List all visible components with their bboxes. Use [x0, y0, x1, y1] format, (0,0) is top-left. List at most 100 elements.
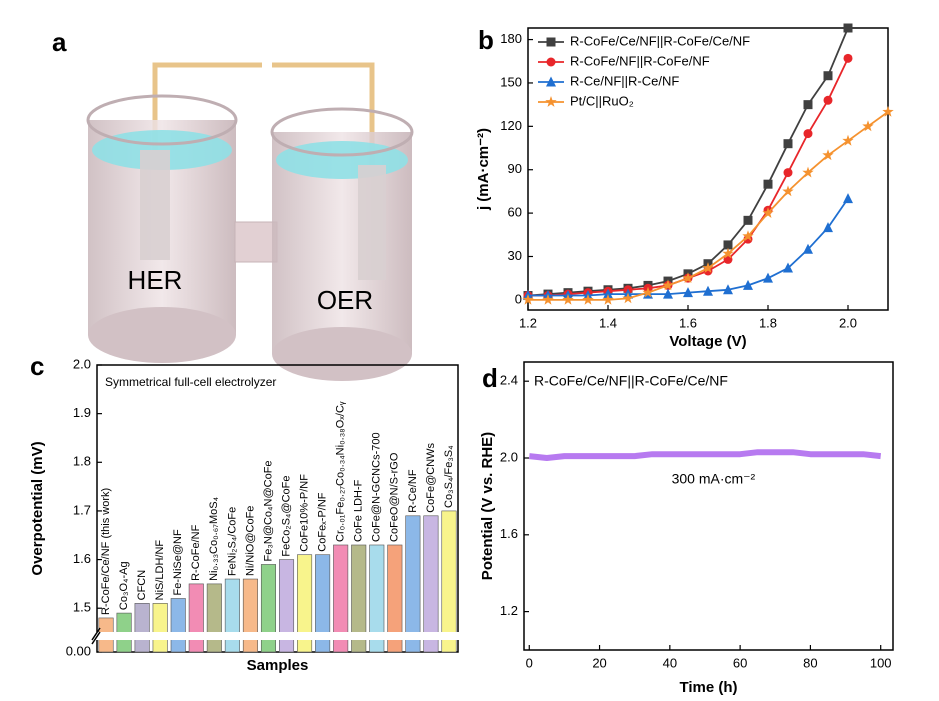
y-tick-label: 180 — [500, 31, 522, 46]
category-label: Fe-NiSe@NF — [172, 529, 184, 595]
bar — [315, 554, 331, 653]
y-tick-label: 150 — [500, 74, 522, 89]
y-tick-label: 2.0 — [73, 356, 91, 371]
y-axis-title: Potential (V vs. RHE) — [479, 432, 496, 580]
legend-marker — [546, 37, 556, 47]
y-tick-label: 1.8 — [73, 454, 91, 469]
marker — [822, 149, 834, 161]
x-tick-label: 1.4 — [599, 315, 617, 330]
bar — [242, 578, 258, 653]
panel-label: c — [30, 351, 44, 381]
marker — [683, 287, 693, 298]
bar — [441, 510, 457, 653]
category-label: R-CoFe/Ce/NF (this work) — [100, 488, 112, 615]
x-tick-label: 20 — [592, 655, 606, 670]
marker — [843, 53, 853, 63]
category-label: FeNi₂S₄/CoFe — [226, 507, 238, 576]
marker — [823, 95, 833, 105]
category-label: CoFeₓ-P/NF — [317, 492, 329, 552]
marker — [562, 293, 574, 305]
marker — [642, 286, 654, 298]
category-label: CoFeO@N/S-rGO — [389, 452, 401, 542]
cell-right-rim — [270, 107, 414, 157]
marker — [702, 262, 714, 273]
marker — [603, 288, 613, 299]
plot-frame — [527, 27, 889, 311]
connector — [234, 221, 278, 263]
bar — [423, 515, 439, 653]
marker — [802, 166, 814, 178]
category-label: NiS/LDH/NF — [154, 540, 166, 601]
x-tick-label: 0 — [526, 655, 533, 670]
legend-label: R-Ce/NF||R-Ce/NF — [570, 73, 679, 88]
bar — [351, 544, 367, 653]
x-tick-label: 1.2 — [519, 315, 537, 330]
electrode-left — [140, 150, 170, 260]
marker — [602, 293, 614, 305]
category-label: Cr₀.₀₁Fe₀.₂₇Co₀.₃₄Ni₀.₃₈Oₓ/Cᵧ — [335, 401, 347, 542]
category-label: CoFe@N-GCNCs-700 — [371, 432, 383, 542]
bar — [224, 578, 240, 653]
legend-label: R-CoFe/NF||R-CoFe/NF — [570, 53, 710, 68]
category-label: CFCN — [136, 570, 148, 601]
y-tick-label: 2.4 — [500, 373, 518, 388]
marker — [522, 293, 534, 305]
marker — [862, 120, 874, 132]
x-axis-title: Voltage (V) — [669, 333, 746, 350]
bar — [170, 598, 186, 653]
category-label: FeCo₂S₄@CoFe — [280, 476, 292, 557]
y-axis-title: Overpotential (mV) — [29, 441, 46, 575]
marker — [783, 262, 793, 273]
y-tick-label: 1.6 — [500, 526, 518, 541]
marker — [762, 207, 774, 218]
x-tick-label: 2.0 — [839, 315, 857, 330]
category-label: Fe₃N@Co₄N@CoFe — [262, 460, 274, 561]
marker — [882, 105, 894, 117]
x-tick-label: 60 — [733, 655, 747, 670]
annotation: 300 mA·cm⁻² — [672, 471, 756, 487]
y-tick-label: 1.9 — [73, 405, 91, 420]
bar — [369, 544, 385, 653]
category-label: CoFe10%-P/NF — [298, 474, 310, 552]
marker — [663, 288, 673, 299]
y-tick-label: 2.0 — [500, 449, 518, 464]
bar — [152, 603, 168, 653]
x-axis-title: Time (h) — [679, 679, 737, 696]
electrolyzer-illustration: a HER OER — [52, 27, 414, 381]
y-tick-label: 0 — [515, 291, 522, 306]
y-tick-label: 1.7 — [73, 502, 91, 517]
category-label: CoFe@CNWs — [425, 442, 437, 512]
marker — [723, 284, 733, 295]
category-label: R-CoFe/NF — [190, 524, 202, 581]
oer-label: OER — [317, 285, 373, 315]
marker — [783, 139, 793, 149]
marker — [823, 222, 833, 233]
marker — [803, 129, 813, 139]
marker — [763, 272, 773, 283]
marker — [803, 100, 813, 110]
category-label: Ni₀.₃₃Co₀.₆₇MoS₄ — [208, 496, 220, 580]
marker — [723, 240, 733, 250]
marker — [842, 134, 854, 146]
legend-label: R-CoFe/Ce/NF||R-CoFe/Ce/NF — [570, 33, 750, 48]
y-tick-label: 120 — [500, 118, 522, 133]
bar — [405, 515, 421, 653]
marker — [783, 168, 793, 178]
x-tick-label: 80 — [803, 655, 817, 670]
her-label: HER — [128, 265, 183, 295]
y-tick-label: 0.00 — [66, 643, 91, 658]
marker — [722, 247, 734, 259]
bar — [333, 544, 349, 653]
marker — [582, 293, 594, 305]
marker — [782, 185, 794, 197]
category-label: Co₃S₄/Fe₃S₄ — [443, 445, 455, 508]
x-tick-label: 1.6 — [679, 315, 697, 330]
legend-label: R-CoFe/Ce/NF||R-CoFe/Ce/NF — [534, 373, 728, 389]
liquid-right — [276, 141, 408, 179]
marker — [743, 215, 753, 225]
y-axis-title: j (mA·cm⁻²) — [475, 128, 492, 211]
category-label: Co₃O₄-Ag — [118, 561, 130, 610]
panel-label: b — [478, 25, 494, 55]
x-tick-label: 40 — [663, 655, 677, 670]
